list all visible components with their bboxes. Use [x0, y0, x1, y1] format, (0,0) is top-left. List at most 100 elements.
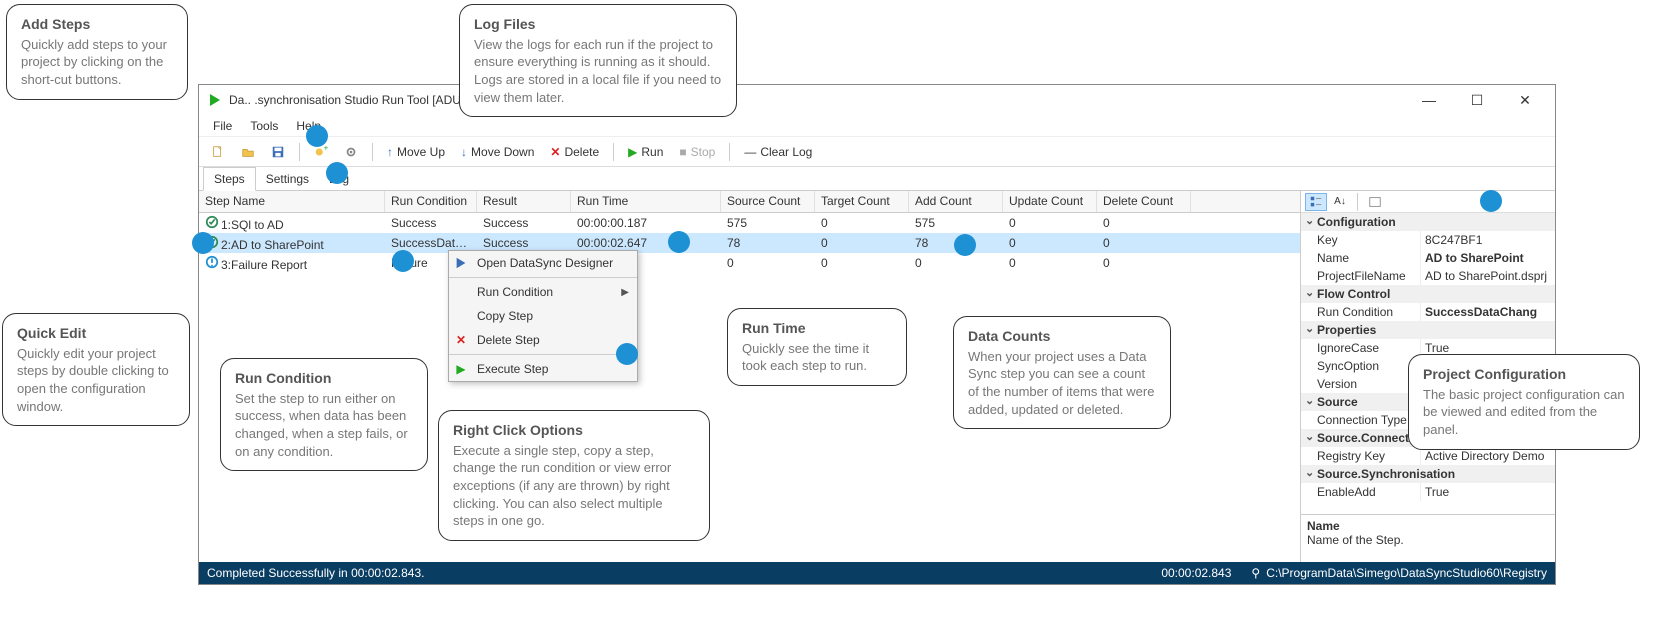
prop-key: Name: [1301, 249, 1421, 267]
status-icon: [205, 215, 219, 229]
minimize-button[interactable]: —: [1407, 86, 1451, 114]
move-up-button[interactable]: ↑Move Up: [381, 143, 451, 161]
step-name-cell: 3:Failure Report: [221, 258, 307, 272]
step-name-cell: 2:AD to SharePoint: [221, 238, 324, 252]
move-up-label: Move Up: [397, 145, 445, 159]
col-delete-count[interactable]: Delete Count: [1097, 191, 1191, 212]
callout-add-steps: Add Steps Quickly add steps to your proj…: [6, 4, 188, 100]
run-condition-cell: Success: [385, 213, 477, 233]
prop-section-configuration[interactable]: Configuration: [1301, 213, 1555, 231]
play-icon: [453, 256, 469, 270]
status-path-text: C:\ProgramData\Simego\DataSyncStudio60\R…: [1266, 566, 1547, 580]
prop-key: Key: [1301, 231, 1421, 249]
table-row[interactable]: 2:AD to SharePointSuccessDataC...Success…: [199, 233, 1300, 253]
status-message: Completed Successfully in 00:00:02.843.: [207, 566, 1141, 580]
prop-desc-title: Name: [1307, 519, 1549, 533]
col-add-count[interactable]: Add Count: [909, 191, 1003, 212]
menu-tools[interactable]: Tools: [242, 117, 286, 135]
prop-desc-text: Name of the Step.: [1307, 533, 1549, 547]
prop-row[interactable]: Run ConditionSuccessDataChang: [1301, 303, 1555, 321]
prop-row[interactable]: Key8C247BF1: [1301, 231, 1555, 249]
callout-title: Right Click Options: [453, 421, 695, 440]
prop-val: 8C247BF1: [1421, 231, 1555, 249]
cm-separator: [449, 277, 637, 278]
cm-run-condition[interactable]: Run Condition▶: [449, 280, 637, 304]
tab-settings[interactable]: Settings: [256, 168, 319, 190]
highlight-dot: [306, 125, 328, 147]
result-cell: Success: [477, 213, 571, 233]
callout-body: Quickly see the time it took each step t…: [742, 340, 892, 375]
callout-log-files: Log Files View the logs for each run if …: [459, 4, 737, 117]
table-row[interactable]: 3:Failure ReportFailure0000000: [199, 253, 1300, 273]
cm-delete-step[interactable]: ✕Delete Step: [449, 328, 637, 352]
update-count-cell: 0: [1003, 253, 1097, 273]
source-count-cell: 0: [721, 253, 815, 273]
step-name-cell: 1:SQl to AD: [221, 218, 284, 232]
property-pages-button[interactable]: [1364, 193, 1386, 211]
highlight-dot: [392, 250, 414, 272]
callout-title: Log Files: [474, 15, 722, 34]
col-update-count[interactable]: Update Count: [1003, 191, 1097, 212]
table-row[interactable]: 1:SQl to ADSuccessSuccess00:00:00.187575…: [199, 213, 1300, 233]
target-count-cell: 0: [815, 253, 909, 273]
clear-log-button[interactable]: —Clear Log: [738, 143, 818, 161]
prop-val: Active Directory Demo: [1421, 447, 1555, 465]
callout-title: Add Steps: [21, 15, 173, 34]
cm-copy-step[interactable]: Copy Step: [449, 304, 637, 328]
col-target-count[interactable]: Target Count: [815, 191, 909, 212]
new-button[interactable]: [205, 143, 231, 161]
app-icon: [207, 92, 223, 108]
status-icon: [205, 255, 219, 269]
col-run-condition[interactable]: Run Condition: [385, 191, 477, 212]
prop-val: True: [1421, 483, 1555, 501]
prop-row[interactable]: ProjectFileNameAD to SharePoint.dsprj: [1301, 267, 1555, 285]
col-step-name[interactable]: Step Name: [199, 191, 385, 212]
cm-open-designer-label: Open DataSync Designer: [477, 256, 613, 270]
prop-row[interactable]: EnableAddTrue: [1301, 483, 1555, 501]
update-count-cell: 0: [1003, 233, 1097, 253]
prop-row[interactable]: NameAD to SharePoint: [1301, 249, 1555, 267]
callout-right-click: Right Click Options Execute a single ste…: [438, 410, 710, 541]
callout-body: Execute a single step, copy a step, chan…: [453, 442, 695, 530]
callout-title: Project Configuration: [1423, 365, 1625, 384]
col-result[interactable]: Result: [477, 191, 571, 212]
cm-copy-step-label: Copy Step: [477, 309, 533, 323]
add-count-cell: 575: [909, 213, 1003, 233]
close-button[interactable]: ✕: [1503, 86, 1547, 114]
move-down-button[interactable]: ↓Move Down: [455, 143, 540, 161]
prop-row[interactable]: Registry KeyActive Directory Demo: [1301, 447, 1555, 465]
maximize-button[interactable]: ☐: [1455, 86, 1499, 114]
delete-count-cell: 0: [1097, 213, 1191, 233]
move-down-label: Move Down: [471, 145, 534, 159]
col-run-time[interactable]: Run Time: [571, 191, 721, 212]
tab-steps[interactable]: Steps: [203, 167, 256, 191]
toolbar-separator: [299, 143, 300, 161]
prop-section-flow-control[interactable]: Flow Control: [1301, 285, 1555, 303]
toolbar-separator: [1357, 193, 1358, 211]
cm-execute-step[interactable]: ▶Execute Step: [449, 357, 637, 381]
open-button[interactable]: [235, 143, 261, 161]
window-controls: — ☐ ✕: [1407, 86, 1547, 114]
prop-val: AD to SharePoint: [1421, 249, 1555, 267]
source-count-cell: 575: [721, 213, 815, 233]
callout-body: Quickly add steps to your project by cli…: [21, 36, 173, 89]
settings-button[interactable]: [338, 143, 364, 161]
run-button[interactable]: ▶Run: [622, 143, 669, 161]
target-count-cell: 0: [815, 233, 909, 253]
cm-open-designer[interactable]: Open DataSync Designer: [449, 251, 637, 275]
categorized-button[interactable]: [1305, 193, 1327, 211]
callout-body: View the logs for each run if the projec…: [474, 36, 722, 106]
alphabetical-button[interactable]: A↓: [1329, 193, 1351, 211]
menu-file[interactable]: File: [205, 117, 240, 135]
prop-section-source-sync[interactable]: Source.Synchronisation: [1301, 465, 1555, 483]
stop-button[interactable]: ■Stop: [673, 143, 721, 161]
highlight-dot: [616, 343, 638, 365]
save-button[interactable]: [265, 143, 291, 161]
highlight-dot: [954, 234, 976, 256]
col-source-count[interactable]: Source Count: [721, 191, 815, 212]
add-count-cell: 0: [909, 253, 1003, 273]
toolbar-separator: [613, 143, 614, 161]
delete-button[interactable]: ✕Delete: [544, 143, 605, 161]
callout-body: When your project uses a Data Sync step …: [968, 348, 1156, 418]
prop-section-properties[interactable]: Properties: [1301, 321, 1555, 339]
